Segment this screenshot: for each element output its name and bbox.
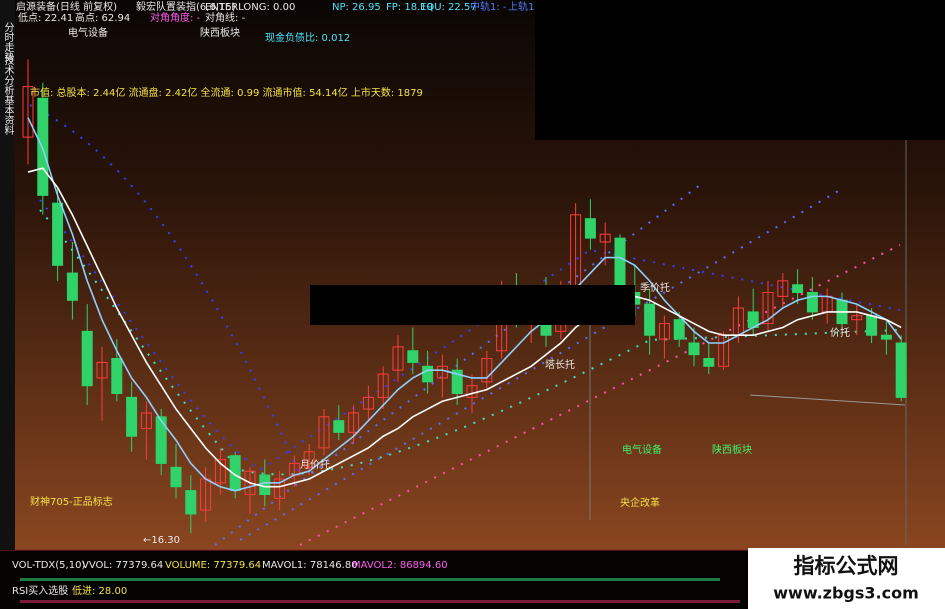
volume-value: VVOL: 77379.64 [82, 560, 163, 571]
annotation: ←16.30 [143, 535, 180, 546]
candle-body [214, 459, 226, 484]
candle-body [140, 412, 152, 429]
watermark-url: www.zbgs3.com [773, 584, 919, 603]
diag-1 [214, 184, 701, 546]
candle-body [155, 416, 167, 464]
redaction-box [310, 285, 635, 325]
candle-body [777, 280, 789, 297]
candle-body [880, 334, 892, 340]
candle-body [851, 315, 863, 321]
sidebar [0, 0, 15, 550]
diag-3 [299, 244, 901, 546]
candle-body [762, 292, 774, 325]
indicator-name: 毅宏队置装指(6,6,15) [136, 0, 236, 13]
dotted-lines [29, 104, 901, 546]
candle-body [644, 303, 656, 336]
candle-body [126, 396, 138, 437]
candle-body [37, 97, 49, 196]
volume-value: MAVOL1: 78146.80 [262, 560, 358, 571]
candle-body [422, 365, 434, 383]
indicator-value: FP: 18.19 [386, 2, 433, 13]
volume-bars [20, 578, 740, 603]
candle-body [259, 474, 271, 496]
candle-body [362, 396, 374, 410]
horizontal-marker [749, 394, 906, 406]
candle-body [792, 284, 804, 294]
watermark-box [748, 548, 945, 609]
indicator-value: NP: 26.95 [332, 2, 381, 13]
indicator-value: 高点: 62.94 [75, 11, 130, 24]
candle-body [318, 416, 330, 449]
annotation: 塔长托 [545, 358, 575, 371]
sidebar-tab[interactable]: 分时走势 [2, 22, 14, 63]
candle-body [96, 361, 108, 379]
candle-body [407, 350, 419, 363]
sector-tag: 陕西板块 [200, 26, 240, 39]
annotation: 财神705-正品标志 [30, 495, 113, 508]
candle-body [333, 420, 345, 433]
candle-body [866, 315, 878, 336]
annotation: 季价托 [640, 281, 670, 294]
blackout-box [535, 0, 945, 140]
candle-body [584, 218, 596, 239]
rsi-value: 低进: 28.00 [72, 584, 127, 597]
annotation: 价托 [830, 326, 850, 339]
market-cap-line: 市值: 总股本: 2.44亿 流通盘: 2.42亿 全流通: 0.99 流通市值… [30, 86, 423, 99]
moving-average [27, 117, 902, 492]
candle-body [66, 272, 78, 301]
candle-body [52, 202, 64, 266]
candle-body [392, 346, 404, 371]
candle-body [170, 466, 182, 488]
candle-body [348, 412, 360, 433]
candle-body [673, 319, 685, 340]
volume-strip [20, 578, 720, 581]
volume-value: VOLUME: 77379.64 [165, 560, 261, 571]
indicator-value: 低点: 22.41 [18, 11, 73, 24]
candle-body [274, 478, 286, 499]
volume-value: MAVOL2: 86894.60 [352, 560, 448, 571]
indicator-value: ENTERLONG: 0.00 [205, 2, 295, 13]
candle-body [614, 237, 626, 290]
candle-body [22, 86, 34, 138]
candle-body [599, 233, 611, 243]
indicator-value: 上轨1 [508, 0, 534, 13]
indicator-value: 中轨1: - [470, 0, 507, 13]
moving-average [27, 167, 902, 488]
rsi-strip [20, 600, 740, 603]
candle-body [806, 292, 818, 313]
candle-body [481, 358, 493, 383]
indicator-value: 对角角度: - [150, 11, 201, 24]
candle-body [244, 470, 256, 496]
indicator-value: 对角线: - [205, 11, 246, 24]
sidebar-tab[interactable]: 基本资料 [2, 94, 14, 136]
candle-body [688, 342, 700, 356]
info-value: 现金负债比: 0.012 [265, 31, 350, 44]
candle-body [703, 358, 715, 367]
candle-body [185, 490, 197, 515]
candles [22, 59, 907, 534]
annotation: 月价托 [300, 458, 330, 471]
annotation: 陕西板块 [712, 443, 752, 456]
lower-dots [39, 209, 901, 476]
candle-body [111, 358, 123, 394]
sector-tag: 电气设备 [68, 26, 108, 39]
sidebar-tab[interactable]: 技术分析 [2, 54, 14, 96]
stock-title: 启源装备(日线 前复权) [16, 0, 117, 13]
indicator-value: EQU: 22.57 [420, 2, 477, 13]
watermark-title: 指标公式网 [794, 554, 899, 578]
candle-body [895, 342, 907, 398]
candle-body [81, 330, 93, 387]
candle-body [658, 323, 670, 340]
volume-label: VOL-TDX(5,10) [12, 560, 85, 571]
annotation: 电气设备 [622, 443, 662, 456]
rsi-label: RSI买入选股 [12, 584, 68, 597]
annotation: 央企改革 [620, 496, 660, 509]
candle-body [377, 373, 389, 398]
candle-body [303, 451, 315, 468]
candle-body [451, 369, 463, 395]
